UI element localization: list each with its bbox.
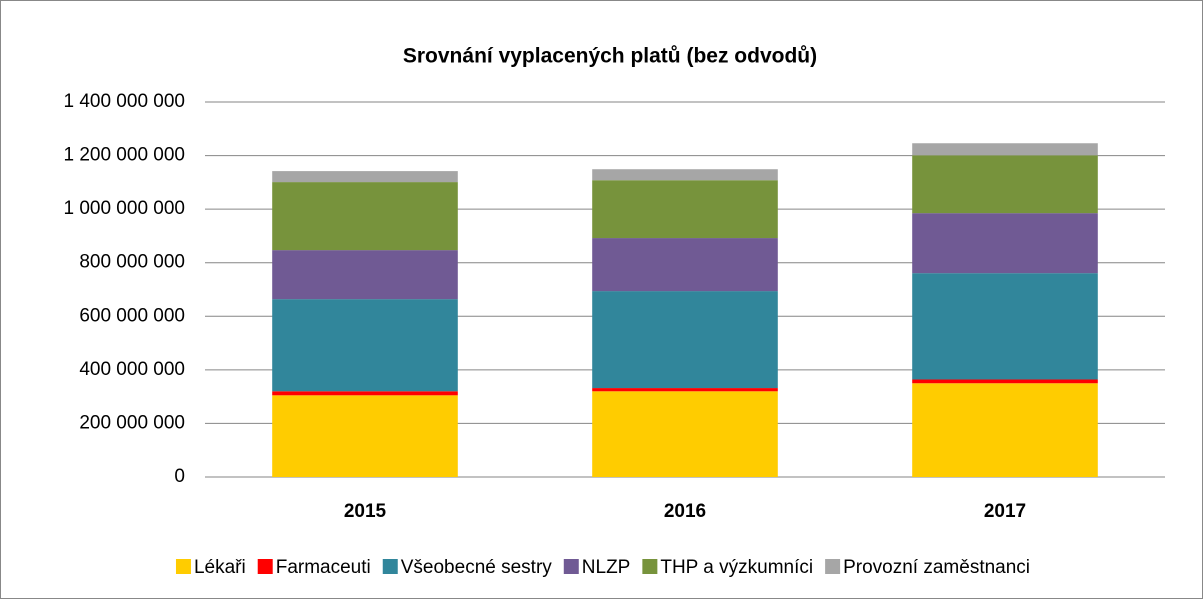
bar-segment [912, 155, 1098, 214]
bar-segment [272, 182, 458, 251]
legend-label: NLZP [582, 557, 631, 578]
legend-swatch [825, 559, 841, 574]
y-tick-label: 400 000 000 [79, 359, 185, 380]
bar-segment [592, 291, 778, 389]
bar-segment [272, 391, 458, 396]
y-tick-label: 1 200 000 000 [63, 145, 185, 166]
bar-segment [592, 180, 778, 239]
legend-swatch [563, 559, 579, 574]
y-tick-label: 600 000 000 [79, 305, 185, 326]
y-tick-label: 800 000 000 [79, 252, 185, 273]
bar-segment [912, 143, 1098, 156]
x-tick-label: 2017 [984, 501, 1026, 522]
legend-label: Lékaři [194, 557, 246, 578]
legend-swatch [175, 559, 191, 574]
y-tick-label: 1 000 000 000 [63, 198, 185, 219]
legend-label: Provozní zaměstnanci [843, 557, 1030, 578]
legend-swatch [642, 559, 658, 574]
bar-segment [912, 383, 1098, 477]
x-tick-label: 2016 [664, 501, 706, 522]
bar-segment [272, 395, 458, 477]
legend-swatch [257, 559, 273, 574]
bar-segment [592, 388, 778, 392]
legend-label: THP a výzkumníci [660, 557, 813, 578]
bar-segment [592, 391, 778, 477]
legend-label: Farmaceuti [276, 557, 371, 578]
y-tick-label: 200 000 000 [79, 412, 185, 433]
bar-segment [272, 171, 458, 183]
legend-label: Všeobecné sestry [401, 557, 553, 578]
bar-segment [912, 213, 1098, 274]
y-tick-label: 1 400 000 000 [63, 91, 185, 112]
y-tick-label: 0 [174, 466, 185, 487]
bar-segment [912, 273, 1098, 380]
x-tick-label: 2015 [344, 501, 387, 522]
bar-segment [272, 299, 458, 392]
bar-segment [912, 379, 1098, 384]
bar-segment [592, 238, 778, 292]
bar-segment [592, 169, 778, 181]
bar-segment [272, 250, 458, 300]
legend-swatch [382, 559, 398, 574]
chart-title: Srovnání vyplacených platů (bez odvodů) [403, 45, 817, 68]
